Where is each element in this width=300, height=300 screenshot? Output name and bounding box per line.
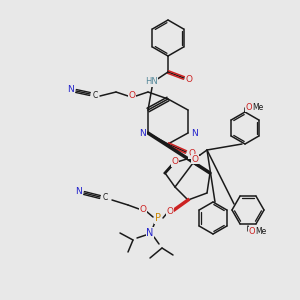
Text: O: O — [140, 206, 146, 214]
Text: N: N — [190, 128, 197, 137]
Text: N: N — [67, 85, 73, 94]
Text: O: O — [191, 154, 199, 164]
Text: O: O — [172, 158, 178, 166]
Text: O: O — [167, 208, 173, 217]
Text: Me: Me — [252, 103, 264, 112]
Text: Me: Me — [255, 227, 267, 236]
Text: HN: HN — [145, 77, 158, 86]
Text: O: O — [249, 227, 255, 236]
Text: O: O — [128, 92, 136, 100]
Text: N: N — [140, 130, 146, 139]
Text: O: O — [188, 149, 196, 158]
Text: N: N — [75, 188, 81, 196]
Text: C: C — [92, 91, 98, 100]
Text: N: N — [146, 228, 154, 238]
Text: P: P — [155, 213, 161, 223]
Text: O: O — [246, 103, 252, 112]
Text: C: C — [102, 194, 108, 202]
Text: O: O — [185, 74, 193, 83]
